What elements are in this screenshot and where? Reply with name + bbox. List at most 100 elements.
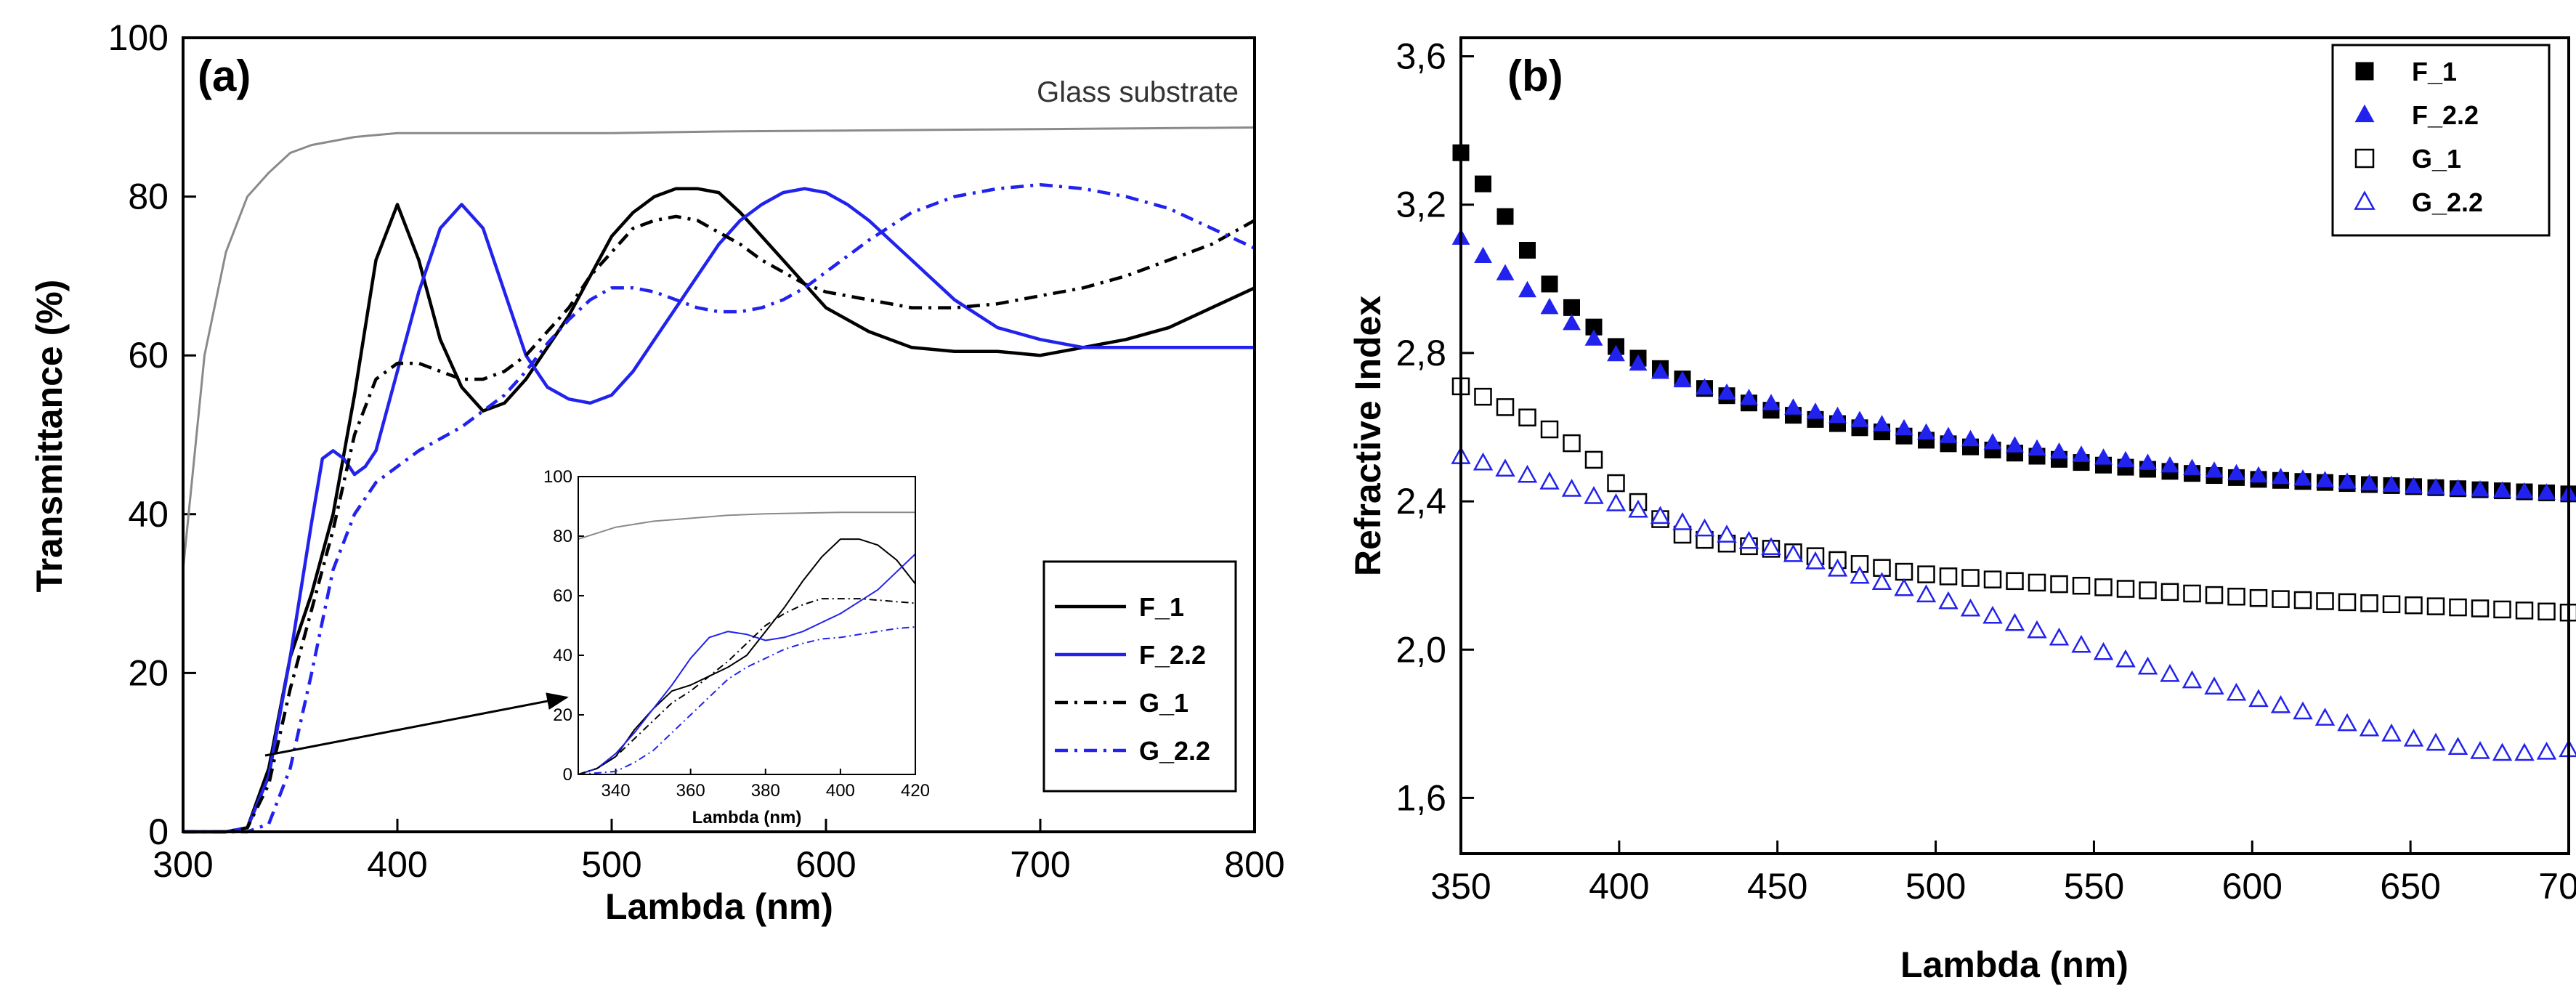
panel-a-y-tick-label: 20 bbox=[128, 652, 169, 693]
panel-b-series-g-1 bbox=[1451, 377, 2576, 622]
inset-frame bbox=[578, 476, 916, 775]
inset-y-tick-label: 100 bbox=[543, 467, 572, 487]
data-point bbox=[1563, 434, 1581, 453]
data-point bbox=[1474, 387, 1492, 406]
panel-b-series bbox=[1451, 144, 2576, 761]
panel-a-y-tick-label: 100 bbox=[108, 17, 169, 58]
inset-x-tick-label: 360 bbox=[676, 781, 705, 801]
data-point bbox=[2359, 718, 2380, 737]
data-point bbox=[2426, 732, 2446, 751]
panel-b-y-tick-label: 2,0 bbox=[1396, 629, 1446, 670]
data-point bbox=[1540, 420, 1559, 439]
panel-b-legend-label-f-2-2: F_2.2 bbox=[2412, 100, 2479, 130]
data-point bbox=[1894, 578, 1914, 596]
panel-a-y-tick-label: 80 bbox=[128, 177, 169, 217]
data-point bbox=[2536, 741, 2557, 760]
data-point bbox=[2115, 649, 2136, 668]
data-point bbox=[2226, 682, 2247, 701]
data-point bbox=[1917, 565, 1935, 583]
panel-a-legend-label-f-1: F_1 bbox=[1139, 592, 1184, 622]
data-point bbox=[1584, 329, 1603, 346]
panel-b-legend-marker-f-2-2 bbox=[2354, 104, 2375, 123]
panel-b-y-axis-title: Refractive Index bbox=[1348, 296, 1388, 576]
data-point bbox=[1895, 418, 1913, 436]
data-point bbox=[2381, 723, 2402, 742]
data-point bbox=[2471, 599, 2490, 618]
panel-b-y-tick-label: 2,4 bbox=[1396, 481, 1446, 522]
panel-b-y-tick-label: 3,6 bbox=[1396, 36, 1446, 77]
data-point bbox=[2403, 728, 2424, 747]
panel-a-y-axis-title: Transmittance (%) bbox=[29, 280, 70, 593]
data-point bbox=[2470, 741, 2490, 759]
panel-a-legend: F_1 F_2.2 G_1 G_2.2 bbox=[1042, 560, 1237, 793]
data-point bbox=[2094, 578, 2113, 596]
data-point bbox=[2248, 689, 2269, 708]
data-point bbox=[1650, 506, 1671, 525]
data-point bbox=[1495, 458, 1515, 477]
data-point bbox=[2449, 598, 2467, 617]
panel-a-legend-label-g-1: G_1 bbox=[1139, 688, 1188, 718]
inset-y-tick-label: 0 bbox=[563, 765, 572, 785]
data-point bbox=[2205, 461, 2224, 478]
data-point bbox=[1629, 354, 1648, 371]
data-point bbox=[1740, 389, 1758, 405]
data-point bbox=[2293, 701, 2313, 720]
data-point bbox=[2050, 442, 2068, 459]
data-point bbox=[1518, 408, 1536, 426]
data-point bbox=[2006, 436, 2024, 453]
panel-a-x-tick-label: 500 bbox=[581, 844, 641, 885]
data-point bbox=[2492, 742, 2513, 761]
data-point bbox=[1939, 426, 1958, 443]
inset-series-g-1 bbox=[578, 598, 916, 775]
panel-a-x-tick-label: 800 bbox=[1224, 844, 1284, 885]
data-point bbox=[2337, 713, 2357, 732]
data-point bbox=[1696, 378, 1714, 395]
data-point bbox=[1651, 363, 1669, 379]
panel-b-legend-marker-g-1 bbox=[2354, 148, 2375, 169]
data-point bbox=[1761, 537, 1781, 556]
inset-y-tick-label: 20 bbox=[553, 705, 572, 725]
data-point bbox=[2049, 627, 2070, 646]
panel-a-y-tick-label: 0 bbox=[148, 811, 169, 852]
panel-a-series-glass-substrate bbox=[182, 126, 1255, 570]
data-point bbox=[2338, 472, 2357, 489]
panel-b-x-tick-label: 400 bbox=[1589, 866, 1649, 907]
data-point bbox=[2072, 576, 2091, 595]
data-point bbox=[2515, 602, 2534, 620]
data-point bbox=[1607, 344, 1625, 362]
inset-x-tick-label: 420 bbox=[901, 781, 930, 801]
panel-a-x-tick-label: 400 bbox=[367, 844, 427, 885]
data-point bbox=[2139, 581, 2157, 599]
panel-a-y-tick-label: 40 bbox=[128, 494, 169, 535]
data-point bbox=[1983, 570, 2002, 588]
panel-b-x-tick-label: 500 bbox=[1905, 866, 1966, 907]
data-point bbox=[2093, 641, 2114, 660]
panel-b-y-tick-label: 1,6 bbox=[1396, 777, 1446, 818]
panel-a-series-f-2-2 bbox=[183, 187, 1255, 834]
panel-b-y-tick-label: 2,8 bbox=[1396, 333, 1446, 373]
data-point bbox=[2249, 466, 2268, 483]
panel-b-x-axis-title: Lambda (nm) bbox=[1900, 944, 2129, 985]
data-point bbox=[1762, 394, 1781, 410]
data-point bbox=[1517, 464, 1538, 483]
data-point bbox=[2360, 594, 2378, 612]
data-point bbox=[1539, 471, 1560, 490]
data-point bbox=[2426, 478, 2445, 495]
inset-x-axis-title: Lambda (nm) bbox=[692, 808, 802, 827]
data-point bbox=[2028, 439, 2046, 456]
data-point bbox=[1717, 383, 1736, 400]
data-point bbox=[1784, 398, 1802, 415]
data-point bbox=[1717, 525, 1737, 543]
panel-a-inset-chart: 340 360 380 400 420 0 20 40 60 80 100 Lambda (nm) bbox=[543, 467, 930, 827]
data-point bbox=[2072, 445, 2091, 462]
inset-series-f-1 bbox=[578, 538, 916, 775]
data-point bbox=[2160, 583, 2179, 602]
data-point bbox=[1473, 452, 1494, 471]
data-point bbox=[1541, 275, 1558, 293]
data-point bbox=[1873, 415, 1891, 432]
panel-a-legend-box bbox=[1042, 560, 1237, 793]
data-point bbox=[2316, 471, 2334, 487]
panel-a-legend-label-g-2-2: G_2.2 bbox=[1139, 736, 1210, 766]
